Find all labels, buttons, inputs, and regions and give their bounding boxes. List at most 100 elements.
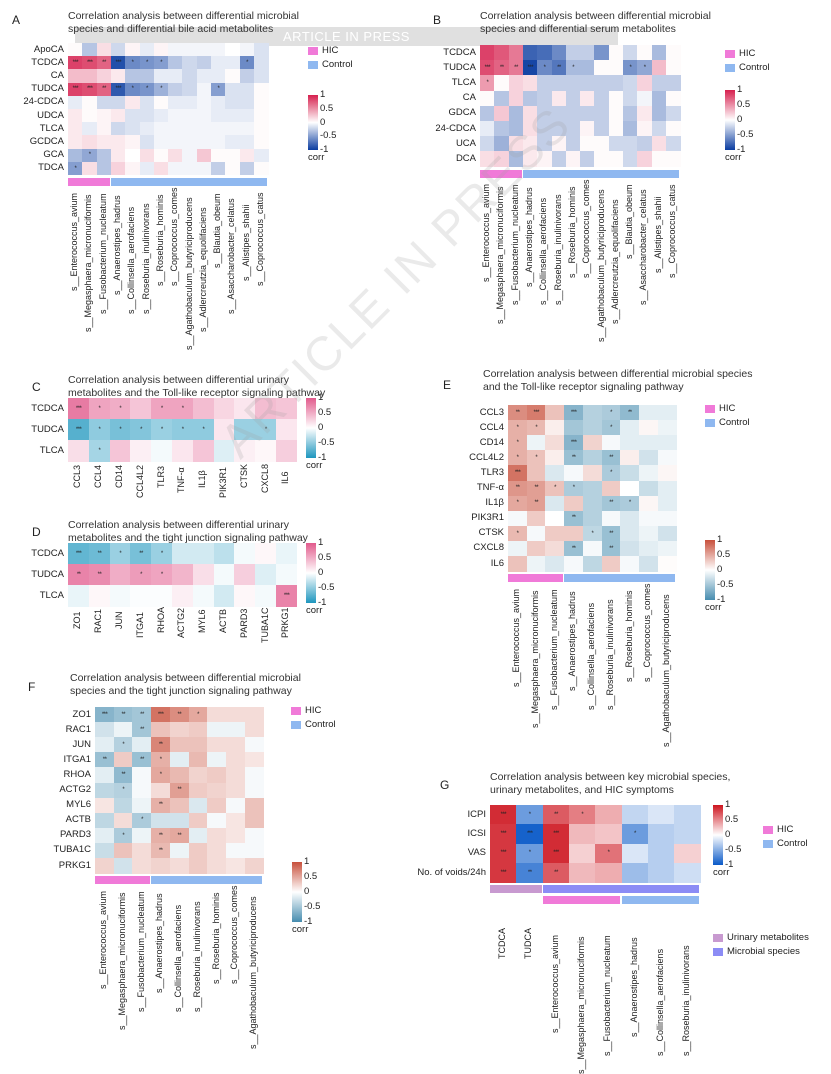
heatmap-cell bbox=[657, 480, 677, 497]
heatmap-cell: ** bbox=[130, 543, 152, 565]
heatmap-cell bbox=[132, 842, 152, 859]
heatmap-cell bbox=[182, 148, 198, 163]
column-label: s__Enterococcus_avium bbox=[511, 588, 522, 687]
heatmap-cell bbox=[151, 440, 173, 462]
heatmap-cell: ** bbox=[151, 827, 171, 844]
heatmap-cell bbox=[620, 510, 640, 527]
heatmap-cell bbox=[207, 842, 227, 859]
heatmap-cell bbox=[153, 161, 169, 176]
heatmap-cell bbox=[169, 722, 189, 738]
heatmap-cell bbox=[113, 812, 133, 829]
chart-title-line: and the Toll-like receptor signaling pat… bbox=[483, 381, 684, 393]
heatmap-cell bbox=[253, 161, 269, 176]
heatmap-cell bbox=[139, 122, 155, 136]
row-label: TUDCA bbox=[31, 568, 64, 580]
heatmap-cell bbox=[96, 148, 112, 163]
heatmap-cell bbox=[601, 435, 621, 451]
heatmap-cell bbox=[522, 121, 538, 137]
heatmap-cell bbox=[110, 43, 126, 57]
column-label: TCDCA bbox=[497, 928, 508, 960]
heatmap-cell bbox=[494, 121, 510, 137]
heatmap-cell bbox=[623, 45, 638, 61]
heatmap-cell bbox=[494, 45, 510, 61]
heatmap-cell bbox=[125, 43, 140, 57]
group-bar bbox=[621, 896, 700, 905]
heatmap-cell: * bbox=[255, 419, 277, 441]
heatmap-cell bbox=[580, 136, 595, 152]
heatmap-cell bbox=[526, 510, 546, 527]
heatmap-cell bbox=[239, 161, 255, 176]
column-label: ZO1 bbox=[72, 611, 83, 629]
heatmap-cell bbox=[169, 797, 189, 814]
chart-title-line: species and differential serum metabolit… bbox=[480, 23, 676, 35]
chart-title-line: Correlation analysis between differentia… bbox=[70, 672, 301, 684]
heatmap-cell bbox=[480, 136, 495, 152]
heatmap-cell bbox=[68, 585, 90, 607]
legend-text: Control bbox=[777, 838, 808, 849]
heatmap-cell bbox=[545, 435, 565, 451]
heatmap-cell bbox=[480, 90, 495, 107]
column-label: MYL6 bbox=[197, 609, 208, 634]
column-label: CCL4L2 bbox=[134, 464, 145, 498]
heatmap-cell bbox=[665, 105, 681, 122]
heatmap-cell: * bbox=[151, 564, 173, 586]
heatmap-cell bbox=[239, 95, 255, 110]
heatmap-cell bbox=[595, 805, 622, 825]
heatmap-cell: ** bbox=[620, 405, 640, 421]
heatmap-cell bbox=[182, 82, 198, 97]
heatmap-cell bbox=[82, 69, 98, 84]
heatmap-cell bbox=[239, 122, 255, 136]
heatmap-cell bbox=[95, 722, 115, 738]
heatmap-cell bbox=[95, 797, 115, 814]
heatmap-cell: * bbox=[480, 75, 495, 92]
heatmap-cell bbox=[110, 109, 126, 123]
heatmap-cell bbox=[153, 109, 169, 123]
heatmap-cell bbox=[244, 737, 264, 753]
heatmap-cell bbox=[665, 75, 681, 92]
heatmap-cell bbox=[82, 161, 98, 176]
heatmap-cell bbox=[244, 827, 264, 844]
heatmap-cell bbox=[172, 440, 194, 462]
legend-swatch bbox=[705, 404, 715, 413]
heatmap-cell bbox=[582, 435, 602, 451]
row-label: CD14 bbox=[479, 436, 504, 448]
heatmap-cell: *** bbox=[542, 843, 570, 864]
column-label: ITGA1 bbox=[134, 611, 145, 638]
heatmap-cell: *** bbox=[68, 56, 83, 70]
heatmap-cell bbox=[207, 707, 227, 723]
heatmap-cell bbox=[113, 797, 133, 814]
heatmap-cell: * bbox=[568, 805, 596, 825]
heatmap-cell bbox=[582, 540, 602, 557]
heatmap-cell bbox=[125, 95, 140, 110]
heatmap-cell bbox=[182, 122, 198, 136]
row-label: CA bbox=[462, 92, 476, 104]
heatmap-cell bbox=[244, 707, 264, 723]
heatmap-cell bbox=[192, 440, 215, 462]
heatmap-cell bbox=[96, 135, 112, 150]
heatmap-cell bbox=[234, 585, 256, 607]
heatmap-cell bbox=[196, 161, 212, 176]
heatmap-cell: ** bbox=[88, 564, 111, 586]
heatmap-cell: ** bbox=[542, 862, 570, 883]
heatmap-cell bbox=[508, 510, 528, 527]
legend-text: Control bbox=[322, 59, 353, 70]
heatmap-cell bbox=[239, 82, 255, 97]
heatmap-cell bbox=[211, 56, 226, 70]
column-label: CD14 bbox=[114, 465, 124, 489]
column-label: CXCL8 bbox=[259, 463, 270, 493]
column-label: s__Collinsella_aerofaciens bbox=[538, 198, 549, 306]
heatmap-cell bbox=[580, 151, 595, 168]
heatmap-cell: * bbox=[151, 419, 173, 441]
heatmap-cell bbox=[526, 435, 546, 451]
heatmap-cell bbox=[192, 585, 215, 607]
heatmap-cell bbox=[125, 135, 140, 150]
heatmap-cell bbox=[213, 585, 235, 607]
heatmap-cell bbox=[580, 75, 595, 92]
heatmap-cell bbox=[234, 398, 256, 420]
heatmap-cell: *** bbox=[151, 707, 171, 723]
heatmap-cell: * bbox=[151, 767, 171, 783]
heatmap-cell bbox=[620, 540, 640, 557]
heatmap-cell bbox=[594, 121, 610, 137]
heatmap-cell bbox=[608, 75, 624, 92]
heatmap-cell bbox=[480, 121, 495, 137]
